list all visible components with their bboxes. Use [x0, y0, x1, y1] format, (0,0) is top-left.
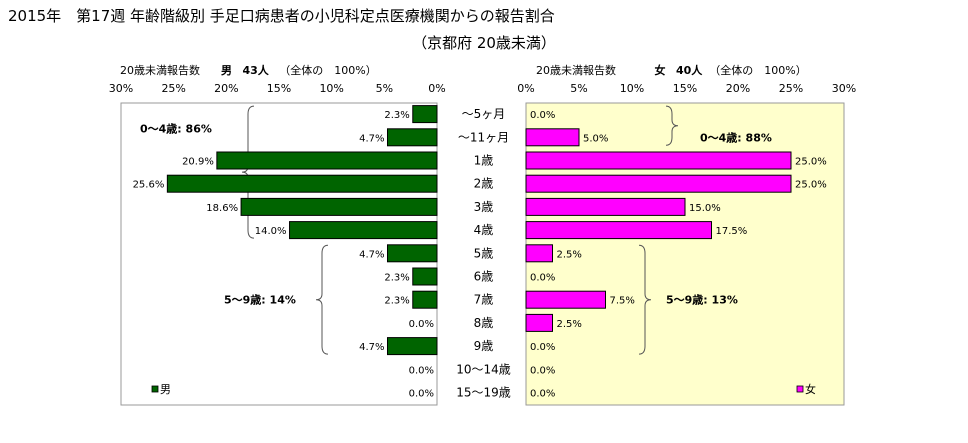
- male-x-tick-label: 10%: [319, 82, 343, 95]
- male-bar: [216, 151, 438, 170]
- female-bar: [525, 128, 580, 147]
- male-bar: [166, 174, 438, 193]
- male-bar-label: 25.6%: [133, 180, 165, 191]
- female-bar-label: 15.0%: [689, 203, 721, 214]
- male-x-tick-label: 0%: [428, 82, 445, 95]
- female-legend-swatch: [796, 385, 804, 393]
- male-bar: [412, 267, 438, 286]
- female-header-note: （全体の 100%）: [709, 64, 807, 77]
- male-header: 20歳未満報告数 男 43人 （全体の 100%）: [120, 62, 377, 78]
- male-header-lead: 20歳未満報告数: [120, 64, 200, 77]
- male-bar-label: 0.0%: [409, 389, 434, 400]
- female-x-tick-label: 10%: [620, 82, 644, 95]
- female-bar-label: 5.0%: [583, 133, 608, 144]
- female-legend-label: 女: [805, 382, 816, 396]
- female-bar-label: 7.5%: [610, 296, 635, 307]
- female-bar: [525, 174, 792, 193]
- female-bar-label: 0.0%: [530, 110, 555, 121]
- male-x-tick-label: 30%: [109, 82, 133, 95]
- female-header: 20歳未満報告数 女 40人 （全体の 100%）: [536, 62, 807, 78]
- male-bar-label: 2.3%: [384, 296, 409, 307]
- chart-subtitle: （京都府 20歳未満）: [412, 34, 556, 52]
- female-bar: [525, 290, 606, 309]
- male-x-tick-label: 25%: [161, 82, 185, 95]
- male-group-5-9-label: 5～9歳: 14%: [224, 293, 296, 307]
- female-header-count: 40人: [675, 64, 703, 77]
- male-x-tick-label: 15%: [267, 82, 291, 95]
- male-header-name: 男: [220, 64, 232, 77]
- female-x-tick-label: 5%: [570, 82, 587, 95]
- female-bar-label: 0.0%: [530, 365, 555, 376]
- female-group-5-9-brace: [638, 244, 652, 355]
- category-label: ～11ヶ月: [458, 130, 509, 144]
- category-label: 4歳: [474, 223, 494, 237]
- category-label: 1歳: [474, 154, 494, 168]
- male-bar-label: 14.0%: [255, 226, 287, 237]
- category-label: 2歳: [474, 177, 494, 191]
- female-group-0-4-label: 0～4歳: 88%: [700, 130, 772, 144]
- female-group-5-9-label: 5～9歳: 13%: [666, 293, 738, 307]
- male-x-tick-label: 20%: [214, 82, 238, 95]
- category-label: ～5ヶ月: [462, 107, 506, 121]
- male-bar-label: 4.7%: [359, 342, 384, 353]
- category-label: 3歳: [474, 200, 494, 214]
- male-bar-label: 0.0%: [409, 319, 434, 330]
- male-bar: [412, 105, 438, 124]
- female-bar-label: 25.0%: [795, 157, 827, 168]
- male-bar-label: 2.3%: [384, 110, 409, 121]
- category-label: 8歳: [474, 316, 494, 330]
- male-bar: [289, 221, 438, 240]
- female-bar-label: 17.5%: [716, 226, 748, 237]
- female-bar-label: 25.0%: [795, 180, 827, 191]
- male-legend-label: 男: [160, 383, 171, 396]
- male-header-count: 43人: [242, 64, 269, 77]
- male-bar: [240, 197, 438, 216]
- female-x-tick-label: 30%: [832, 82, 856, 95]
- female-bar: [525, 221, 712, 240]
- male-bar-label: 2.3%: [384, 273, 409, 284]
- male-bar: [386, 128, 438, 147]
- category-label: 15～19歳: [456, 386, 511, 400]
- female-bar: [525, 197, 686, 216]
- female-bar: [525, 313, 553, 332]
- male-group-5-9-brace: [315, 244, 329, 355]
- male-bar-label: 0.0%: [409, 365, 434, 376]
- female-bar-label: 2.5%: [557, 249, 582, 260]
- category-label: 9歳: [474, 339, 494, 353]
- category-label: 6歳: [474, 270, 494, 284]
- female-header-lead: 20歳未満報告数: [536, 64, 616, 77]
- female-bar-label: 2.5%: [557, 319, 582, 330]
- female-x-tick-label: 20%: [726, 82, 750, 95]
- male-group-0-4-label: 0～4歳: 86%: [140, 121, 212, 135]
- male-bar-label: 4.7%: [359, 249, 384, 260]
- male-bar: [412, 290, 438, 309]
- male-bar-label: 4.7%: [359, 133, 384, 144]
- male-legend-swatch: [151, 385, 159, 393]
- chart-title: 2015年 第17週 年齢階級別 手足口病患者の小児科定点医療機関からの報告割合: [8, 7, 555, 25]
- male-group-0-4-brace: [241, 105, 255, 239]
- male-bar-label: 18.6%: [206, 203, 238, 214]
- category-label: 7歳: [474, 293, 494, 307]
- female-bar-label: 0.0%: [530, 273, 555, 284]
- female-group-0-4-brace: [665, 105, 679, 146]
- male-x-tick-label: 5%: [376, 82, 393, 95]
- female-bar: [525, 244, 553, 263]
- female-header-name: 女: [654, 64, 666, 77]
- male-bar-label: 20.9%: [182, 157, 214, 168]
- female-bar-label: 0.0%: [530, 342, 555, 353]
- female-x-tick-label: 0%: [517, 82, 534, 95]
- female-x-tick-label: 25%: [779, 82, 803, 95]
- male-bar: [386, 244, 438, 263]
- category-label: 5歳: [474, 246, 494, 260]
- female-x-tick-label: 15%: [673, 82, 697, 95]
- male-header-note: （全体の 100%）: [279, 64, 377, 77]
- category-label: 10～14歳: [456, 362, 511, 376]
- male-bar: [386, 337, 438, 356]
- female-bar-label: 0.0%: [530, 389, 555, 400]
- female-bar: [525, 151, 792, 170]
